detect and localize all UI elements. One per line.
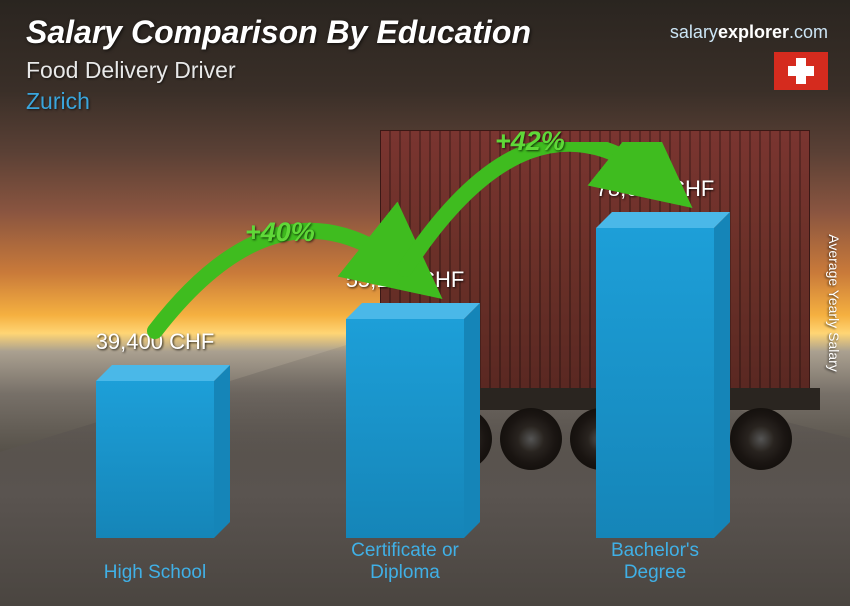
increase-percent-label: +42% xyxy=(495,126,565,157)
bar-side xyxy=(714,212,730,538)
bar-3d xyxy=(96,381,214,538)
bar-group: 78,000 CHFBachelor'sDegree xyxy=(580,228,730,538)
bar-category-label: Bachelor'sDegree xyxy=(555,540,755,584)
bar-front xyxy=(596,228,714,538)
chart-area: 39,400 CHFHigh School55,100 CHFCertifica… xyxy=(50,142,770,582)
bar-value-label: 55,100 CHF xyxy=(315,267,495,293)
y-axis-label: Average Yearly Salary xyxy=(826,234,842,372)
bar-top xyxy=(346,303,480,319)
bar-front xyxy=(346,319,464,538)
swiss-flag-icon xyxy=(774,52,828,90)
site-branding: salaryexplorer.com xyxy=(670,22,828,43)
brand-bold: explorer xyxy=(718,22,789,42)
brand-prefix: salary xyxy=(670,22,718,42)
bar-side xyxy=(464,303,480,538)
bar-3d xyxy=(596,228,714,538)
bar-group: 39,400 CHFHigh School xyxy=(80,381,230,538)
bar-top xyxy=(596,212,730,228)
bar-category-label: High School xyxy=(55,562,255,584)
bar-value-label: 78,000 CHF xyxy=(565,176,745,202)
brand-suffix: .com xyxy=(789,22,828,42)
chart-subtitle: Food Delivery Driver xyxy=(26,57,830,84)
bar-top xyxy=(96,365,230,381)
bar-group: 55,100 CHFCertificate orDiploma xyxy=(330,319,480,538)
bar-value-label: 39,400 CHF xyxy=(65,329,245,355)
bar-3d xyxy=(346,319,464,538)
increase-percent-label: +40% xyxy=(245,217,315,248)
bar-side xyxy=(214,365,230,538)
bar-category-label: Certificate orDiploma xyxy=(305,540,505,584)
bar-front xyxy=(96,381,214,538)
chart-location: Zurich xyxy=(26,88,830,115)
